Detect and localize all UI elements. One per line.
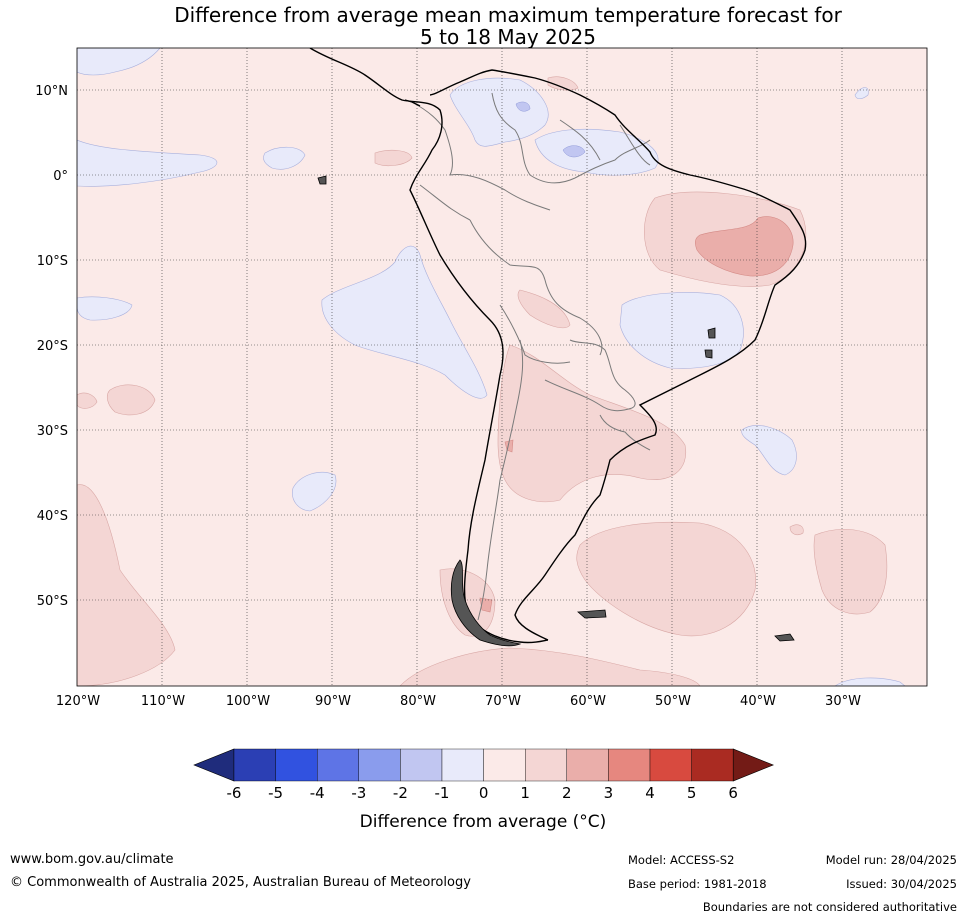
colorbar-segment xyxy=(691,748,734,782)
model-text: Model: ACCESS-S2 xyxy=(628,853,735,867)
map-panel xyxy=(76,47,928,687)
lon-label: 110°W xyxy=(141,694,185,709)
colorbar-segment xyxy=(400,748,443,782)
issued-text: Issued: 30/04/2025 xyxy=(846,877,957,891)
colorbar-segment xyxy=(525,748,568,782)
anomaly-positive-1-2 xyxy=(77,76,888,686)
lon-label: 30°W xyxy=(825,694,861,709)
colorbar-tick-label: -6 xyxy=(227,784,242,802)
disclaimer-text: Boundaries are not considered authoritat… xyxy=(702,900,957,914)
colorbar-tick-label: -5 xyxy=(268,784,283,802)
colorbar-tick-label: 3 xyxy=(604,784,614,802)
colorbar-tick-label: 0 xyxy=(479,784,489,802)
latitude-labels: 10°N 0° 10°S 20°S 30°S 40°S 50°S xyxy=(35,84,68,609)
colorbar-segment xyxy=(566,748,609,782)
colorbar-extend-high xyxy=(732,748,775,782)
lat-label: 40°S xyxy=(37,509,68,524)
colorbar-tick-label: 2 xyxy=(562,784,572,802)
model-run-text: Model run: 28/04/2025 xyxy=(825,853,957,867)
anomaly-negative-1-2 xyxy=(515,101,586,158)
colorbar-label: Difference from average (°C) xyxy=(360,812,607,832)
lat-label: 30°S xyxy=(37,424,68,439)
colorbar-tick-label: -4 xyxy=(310,784,325,802)
colorbar-extend-low xyxy=(193,748,235,782)
anomaly-negative-0-1 xyxy=(77,48,906,686)
colorbar-tick-label: 6 xyxy=(728,784,738,802)
lon-label: 50°W xyxy=(655,694,691,709)
colorbar-tick-label: 4 xyxy=(645,784,655,802)
colorbar-segment xyxy=(358,748,401,782)
colorbar: -6 -5 -4 -3 -2 -1 0 1 2 3 4 5 6 Difference from aver… xyxy=(193,748,775,832)
lon-label: 80°W xyxy=(400,694,436,709)
base-period-text: Base period: 1981-2018 xyxy=(628,877,767,891)
map-title: Difference from average mean maximum tem… xyxy=(0,4,965,48)
lon-label: 100°W xyxy=(226,694,270,709)
lat-label: 20°S xyxy=(37,339,68,354)
colorbar-tick-label: -1 xyxy=(435,784,450,802)
colorbar-segments xyxy=(193,748,775,782)
colorbar-segment xyxy=(649,748,692,782)
lat-label: 50°S xyxy=(37,594,68,609)
colorbar-ticks: -6 -5 -4 -3 -2 -1 0 1 2 3 4 5 6 xyxy=(227,784,738,802)
lon-label: 70°W xyxy=(485,694,521,709)
copyright-text: © Commonwealth of Australia 2025, Austra… xyxy=(10,875,471,890)
colorbar-segment xyxy=(608,748,651,782)
lat-label: 0° xyxy=(53,169,68,184)
colorbar-tick-label: 1 xyxy=(520,784,530,802)
colorbar-segment xyxy=(441,748,484,782)
lat-label: 10°N xyxy=(35,84,68,99)
colorbar-segment xyxy=(233,748,276,782)
colorbar-segment xyxy=(317,748,360,782)
islands xyxy=(317,175,795,647)
title-line-1: Difference from average mean maximum tem… xyxy=(174,3,842,27)
lon-label: 120°W xyxy=(56,694,100,709)
lon-label: 60°W xyxy=(570,694,606,709)
lat-label: 10°S xyxy=(37,254,68,269)
lon-label: 40°W xyxy=(740,694,776,709)
graticule xyxy=(77,48,927,686)
colorbar-tick-label: 5 xyxy=(687,784,697,802)
lon-label: 90°W xyxy=(315,694,351,709)
colorbar-tick-label: -2 xyxy=(393,784,408,802)
longitude-labels: 120°W 110°W 100°W 90°W 80°W 70°W 60°W 50… xyxy=(56,694,861,709)
colorbar-segment xyxy=(275,748,318,782)
colorbar-segment xyxy=(483,748,526,782)
website-link[interactable]: www.bom.gov.au/climate xyxy=(10,852,174,867)
title-line-2: 5 to 18 May 2025 xyxy=(420,25,596,49)
colorbar-tick-label: -3 xyxy=(351,784,366,802)
country-boundaries xyxy=(411,92,651,621)
